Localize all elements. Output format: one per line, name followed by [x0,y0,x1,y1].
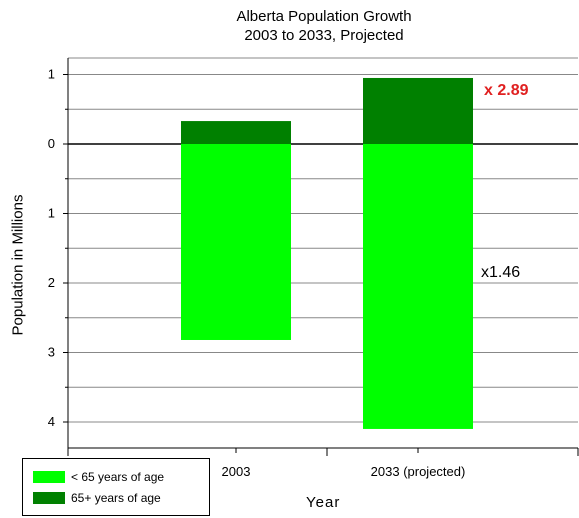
legend-item-under-65: < 65 years of age [33,468,164,486]
x-tick-label: 2003 [222,464,251,479]
bar-under-65 [363,144,473,429]
legend-item-65-plus: 65+ years of age [33,489,161,507]
legend-swatch-65-plus [33,492,65,504]
x-axis-label: Year [306,494,341,511]
bar-65-plus [363,77,473,144]
y-axis-label: Population in Millions [9,194,27,336]
y-tick-label: 2 [48,275,55,290]
bar-65-plus [181,121,291,144]
bar-under-65 [181,144,291,340]
legend-swatch-under-65 [33,471,65,483]
growth-annotation-under-65: x1.46 [481,264,520,281]
legend-label-under-65: < 65 years of age [71,470,165,484]
legend-label-65-plus: 65+ years of age [71,491,161,505]
chart-title-line-2: 2003 to 2033, Projected [244,27,404,44]
y-tick-label: 1 [48,206,55,221]
chart-legend: < 65 years of age 65+ years of age [22,458,210,516]
y-tick-label: 1 [48,67,55,82]
growth-annotation-65-plus: x 2.89 [484,82,529,99]
x-tick-label: 2033 (projected) [371,464,466,479]
chart-title: Alberta Population Growth 2003 to 2033, … [0,7,579,45]
y-tick-label: 3 [48,345,55,360]
chart-title-line-1: Alberta Population Growth [236,8,412,25]
y-tick-label: 4 [48,414,55,429]
y-tick-label: 0 [48,136,55,151]
